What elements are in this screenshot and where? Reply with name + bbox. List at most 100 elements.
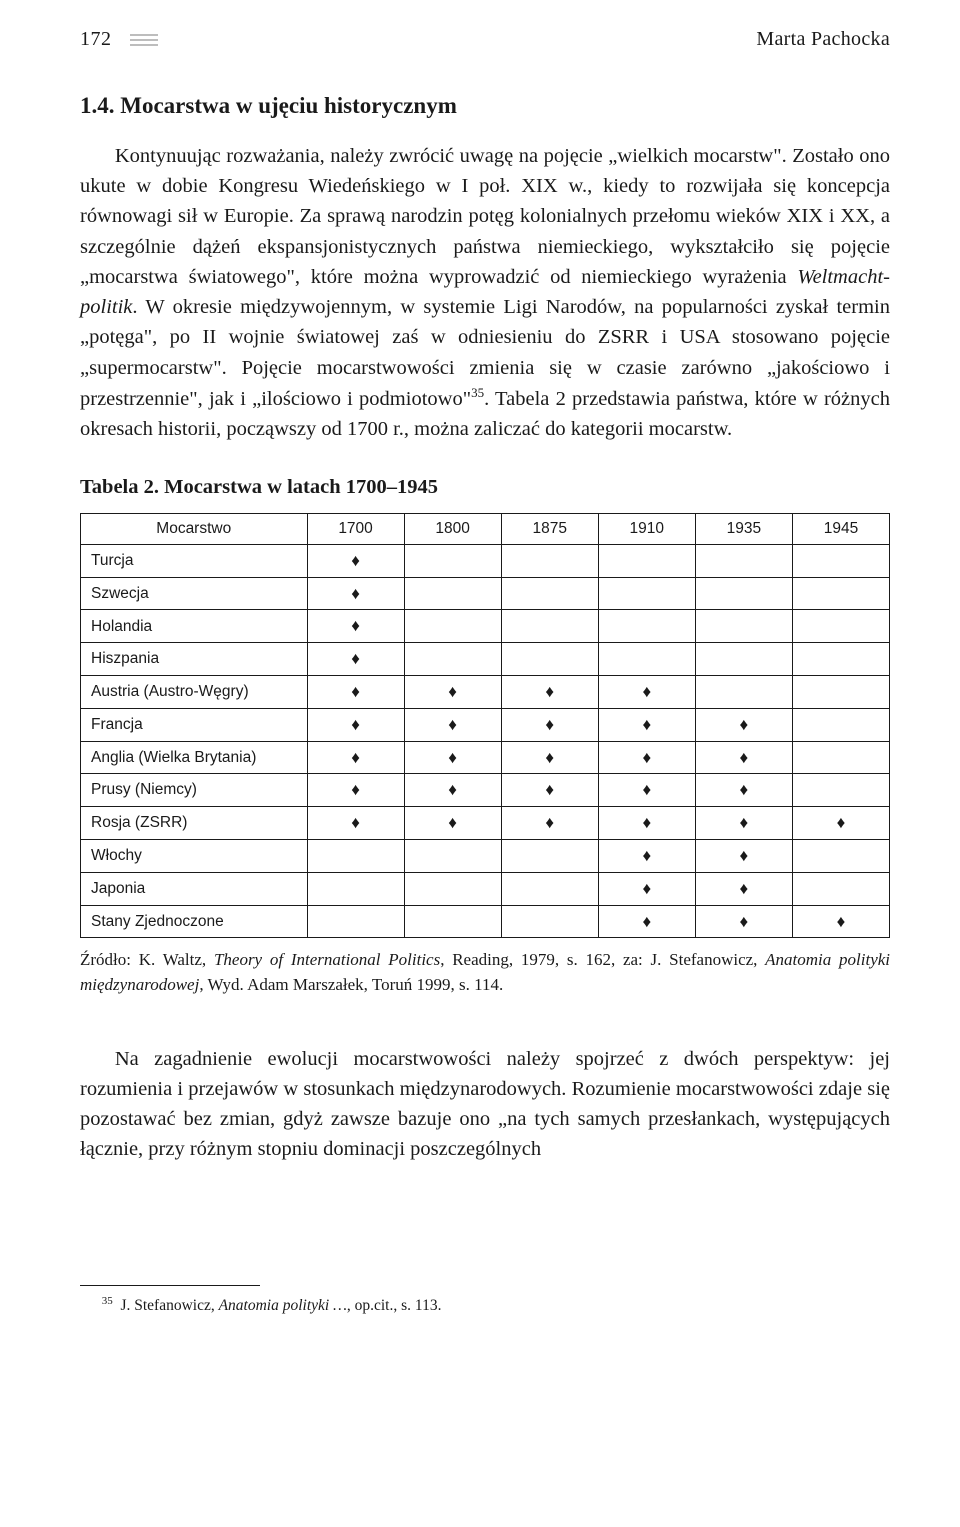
row-name: Austria (Austro-Węgry)	[81, 676, 308, 709]
table-cell: ♦	[307, 643, 404, 676]
footnote-ref-35: 35	[471, 385, 484, 400]
table-cell: ♦	[501, 807, 598, 840]
table-cell	[792, 872, 889, 905]
powers-table: Mocarstwo170018001875191019351945 Turcja…	[80, 513, 890, 938]
table-caption: Tabela 2. Mocarstwa w latach 1700–1945	[80, 476, 890, 499]
table-cell	[501, 643, 598, 676]
source-post: , Wyd. Adam Marszałek, Toruń 1999, s. 11…	[199, 975, 503, 994]
para1-pre: Kontynuując rozważania, należy zwrócić u…	[80, 145, 890, 288]
table-cell	[792, 610, 889, 643]
table-cell	[501, 544, 598, 577]
footnote-italic: Anatomia polityki …	[219, 1297, 347, 1314]
footnote-35: 35 J. Stefanowicz, Anatomia polityki …, …	[80, 1294, 890, 1317]
table-cell: ♦	[598, 807, 695, 840]
table-cell	[404, 905, 501, 938]
table-cell: ♦	[501, 741, 598, 774]
col-header-name: Mocarstwo	[81, 514, 308, 545]
table-cell	[792, 577, 889, 610]
footnote-num: 35	[102, 1295, 113, 1307]
table-cell	[404, 840, 501, 873]
table-cell: ♦	[598, 676, 695, 709]
row-name: Francja	[81, 708, 308, 741]
source-pre: Źródło: K. Waltz,	[80, 950, 214, 969]
table-cell: ♦	[307, 610, 404, 643]
table-cell: ♦	[307, 676, 404, 709]
row-name: Anglia (Wielka Brytania)	[81, 741, 308, 774]
table-cell: ♦	[598, 708, 695, 741]
table-cell	[792, 840, 889, 873]
table-cell: ♦	[598, 741, 695, 774]
col-header-year: 1935	[695, 514, 792, 545]
row-name: Rosja (ZSRR)	[81, 807, 308, 840]
table-cell: ♦	[501, 708, 598, 741]
table-cell	[598, 544, 695, 577]
table-row: Francja♦♦♦♦♦	[81, 708, 890, 741]
table-cell	[792, 708, 889, 741]
table-cell: ♦	[598, 905, 695, 938]
table-cell: ♦	[792, 905, 889, 938]
running-head: 172 Marta Pachocka	[80, 28, 890, 51]
table-cell: ♦	[792, 807, 889, 840]
table-row: Hiszpania♦	[81, 643, 890, 676]
table-row: Japonia♦♦	[81, 872, 890, 905]
table-row: Stany Zjednoczone♦♦♦	[81, 905, 890, 938]
table-cell: ♦	[598, 840, 695, 873]
table-cell	[501, 577, 598, 610]
table-cell: ♦	[307, 577, 404, 610]
table-row: Turcja♦	[81, 544, 890, 577]
table-cell	[792, 676, 889, 709]
table-cell: ♦	[307, 708, 404, 741]
table-cell: ♦	[307, 774, 404, 807]
source-it1: Theory of International Politics	[214, 950, 440, 969]
row-name: Prusy (Niemcy)	[81, 774, 308, 807]
table-row: Szwecja♦	[81, 577, 890, 610]
table-cell	[404, 544, 501, 577]
paragraph-1: Kontynuując rozważania, należy zwrócić u…	[80, 141, 890, 444]
row-name: Stany Zjednoczone	[81, 905, 308, 938]
table-cell: ♦	[307, 741, 404, 774]
table-cell	[404, 577, 501, 610]
table-cell	[404, 872, 501, 905]
footnote-post: , op.cit., s. 113.	[347, 1297, 442, 1314]
table-cell: ♦	[307, 807, 404, 840]
table-header-row: Mocarstwo170018001875191019351945	[81, 514, 890, 545]
section-number: 1.4.	[80, 93, 115, 118]
col-header-year: 1945	[792, 514, 889, 545]
footnote-rule	[80, 1285, 260, 1286]
table-cell: ♦	[404, 774, 501, 807]
table-cell: ♦	[307, 544, 404, 577]
row-name: Holandia	[81, 610, 308, 643]
source-mid: , Reading, 1979, s. 162, za: J. Stefanow…	[440, 950, 765, 969]
table-cell	[404, 610, 501, 643]
table-cell	[695, 676, 792, 709]
col-header-year: 1800	[404, 514, 501, 545]
table-cell: ♦	[598, 774, 695, 807]
table-cell	[501, 610, 598, 643]
table-cell	[695, 544, 792, 577]
header-ornament	[130, 34, 158, 46]
running-head-author: Marta Pachocka	[756, 28, 890, 51]
paragraph-2: Na zagadnienie ewolucji mocarstwowości n…	[80, 1044, 890, 1165]
table-cell	[695, 610, 792, 643]
table-cell	[307, 872, 404, 905]
row-name: Hiszpania	[81, 643, 308, 676]
table-row: Rosja (ZSRR)♦♦♦♦♦♦	[81, 807, 890, 840]
table-cell	[792, 774, 889, 807]
row-name: Turcja	[81, 544, 308, 577]
table-cell: ♦	[404, 741, 501, 774]
table-cell: ♦	[695, 741, 792, 774]
table-cell	[307, 840, 404, 873]
footnote-pre: J. Stefanowicz,	[120, 1297, 218, 1314]
table-row: Holandia♦	[81, 610, 890, 643]
table-cell: ♦	[598, 872, 695, 905]
table-cell	[695, 577, 792, 610]
table-row: Prusy (Niemcy)♦♦♦♦♦	[81, 774, 890, 807]
table-row: Anglia (Wielka Brytania)♦♦♦♦♦	[81, 741, 890, 774]
table-row: Austria (Austro-Węgry)♦♦♦♦	[81, 676, 890, 709]
table-body: Turcja♦Szwecja♦Holandia♦Hiszpania♦Austri…	[81, 544, 890, 938]
table-cell: ♦	[695, 840, 792, 873]
table-cell	[307, 905, 404, 938]
row-name: Włochy	[81, 840, 308, 873]
table-cell	[404, 643, 501, 676]
page-number: 172	[80, 28, 112, 51]
